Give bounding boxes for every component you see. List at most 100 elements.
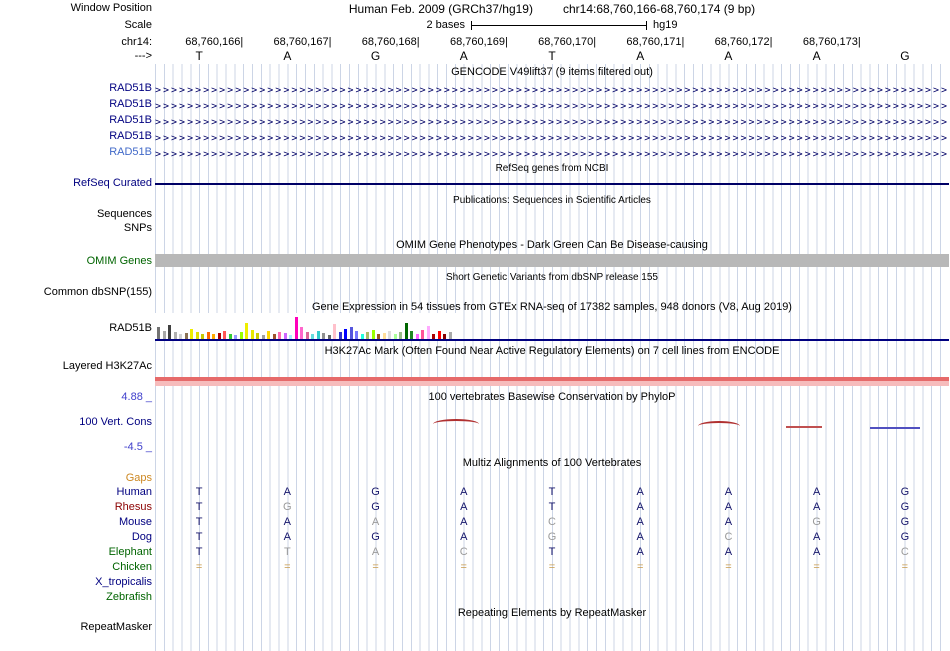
species-label-zebrafish[interactable]: Zebrafish — [106, 591, 152, 603]
alignment-base[interactable]: T — [195, 546, 203, 558]
alignment-base[interactable]: = — [548, 561, 556, 573]
alignment-base[interactable]: = — [725, 561, 732, 573]
gtex-tissue-bar[interactable] — [294, 317, 298, 339]
alignment-base[interactable]: T — [195, 516, 203, 528]
alignment-base[interactable]: A — [460, 516, 468, 528]
conservation-peak[interactable] — [433, 419, 479, 429]
gtex-tissue-bar[interactable] — [195, 332, 199, 339]
gtex-tissue-bar[interactable] — [360, 334, 364, 339]
alignment-base[interactable]: G — [900, 486, 910, 498]
gtex-tissue-bar[interactable] — [366, 332, 369, 339]
species-label-mouse[interactable]: Mouse — [118, 516, 152, 528]
gencode-item-label[interactable]: RAD51B — [109, 130, 152, 142]
gtex-tissue-bar[interactable] — [272, 334, 276, 339]
gtex-tissue-bar[interactable] — [432, 334, 435, 339]
gtex-tissue-bar[interactable] — [217, 333, 221, 339]
alignment-base[interactable]: A — [724, 486, 733, 498]
alignment-base[interactable]: = — [372, 561, 379, 573]
gtex-tissue-bar[interactable] — [267, 331, 270, 339]
conservation-peak[interactable] — [698, 421, 740, 431]
gencode-item-label[interactable]: RAD51B — [109, 82, 152, 94]
alignment-base[interactable]: A — [371, 546, 380, 558]
conservation-negative-segment[interactable] — [870, 427, 920, 429]
alignment-base[interactable]: A — [460, 501, 468, 513]
gtex-tissue-bar[interactable] — [344, 329, 347, 339]
gtex-tissue-bar[interactable] — [388, 331, 391, 339]
gtex-tissue-bar[interactable] — [311, 334, 314, 339]
alignment-base[interactable]: = — [195, 561, 203, 573]
alignment-base[interactable]: A — [371, 516, 380, 528]
gtex-bars[interactable] — [157, 317, 452, 339]
alignment-base[interactable]: T — [195, 531, 203, 543]
gtex-tissue-bar[interactable] — [437, 331, 441, 339]
refseq-curated-label[interactable]: RefSeq Curated — [73, 177, 152, 189]
gtex-tissue-bar[interactable] — [256, 333, 259, 339]
alignment-base[interactable]: A — [636, 486, 644, 498]
species-label-elephant[interactable]: Elephant — [108, 546, 152, 558]
gtex-tissue-bar[interactable] — [443, 334, 446, 339]
gtex-tissue-bar[interactable] — [300, 327, 303, 339]
alignment-base[interactable]: A — [460, 486, 468, 498]
alignment-base[interactable]: = — [813, 561, 820, 573]
snps-label[interactable]: SNPs — [123, 222, 152, 234]
gtex-tissue-bar[interactable] — [327, 335, 331, 339]
gtex-tissue-bar[interactable] — [228, 334, 232, 339]
alignment-base[interactable]: C — [724, 531, 733, 543]
gtex-tissue-bar[interactable] — [206, 332, 210, 339]
gtex-tissue-bar[interactable] — [190, 329, 193, 339]
common-dbsnp-label[interactable]: Common dbSNP(155) — [43, 286, 152, 298]
gtex-tissue-bar[interactable] — [157, 327, 160, 339]
alignment-base[interactable]: A — [283, 516, 291, 528]
gtex-tissue-bar[interactable] — [410, 331, 413, 339]
omim-genes-label[interactable]: OMIM Genes — [86, 255, 152, 267]
gtex-tissue-bar[interactable] — [415, 334, 419, 339]
alignment-base[interactable]: T — [548, 486, 556, 498]
layered-h3k27ac-label[interactable]: Layered H3K27Ac — [62, 360, 152, 372]
gene-structure-line[interactable]: >>>>>>>>>>>>>>>>>>>>>>>>>>>>>>>>>>>>>>>>… — [155, 117, 949, 128]
gtex-tissue-bar[interactable] — [448, 332, 452, 339]
gtex-tissue-bar[interactable] — [305, 332, 309, 339]
gene-structure-line[interactable]: >>>>>>>>>>>>>>>>>>>>>>>>>>>>>>>>>>>>>>>>… — [155, 133, 949, 144]
conservation-segment[interactable] — [786, 426, 822, 428]
alignment-base[interactable]: T — [548, 546, 556, 558]
alignment-base[interactable]: = — [901, 561, 909, 573]
gtex-tissue-bar[interactable] — [283, 333, 287, 339]
gtex-tissue-bar[interactable] — [322, 333, 325, 339]
gtex-tissue-bar[interactable] — [223, 331, 226, 339]
gene-structure-line[interactable]: >>>>>>>>>>>>>>>>>>>>>>>>>>>>>>>>>>>>>>>>… — [155, 149, 949, 160]
alignment-base[interactable]: G — [371, 486, 380, 498]
omim-gene-bar[interactable] — [155, 254, 949, 267]
gtex-tissue-bar[interactable] — [201, 334, 204, 339]
gtex-tissue-bar[interactable] — [316, 331, 320, 339]
alignment-base[interactable]: G — [812, 516, 821, 528]
alignment-base[interactable]: A — [636, 516, 644, 528]
alignment-base[interactable]: C — [548, 516, 556, 528]
gtex-gene-label[interactable]: RAD51B — [109, 322, 152, 334]
h3k27ac-signal-bar[interactable] — [155, 377, 949, 386]
species-label-rhesus[interactable]: Rhesus — [114, 501, 152, 513]
alignment-base[interactable]: A — [812, 546, 821, 558]
alignment-row-chicken[interactable]: = = = = = = = = = — [155, 561, 949, 574]
alignment-base[interactable]: A — [460, 531, 468, 543]
alignment-base[interactable]: T — [283, 546, 291, 558]
gtex-tissue-bar[interactable] — [404, 323, 408, 339]
gtex-tissue-bar[interactable] — [426, 326, 430, 339]
gtex-tissue-bar[interactable] — [382, 333, 386, 339]
gene-structure-line[interactable]: >>>>>>>>>>>>>>>>>>>>>>>>>>>>>>>>>>>>>>>>… — [155, 85, 949, 96]
gtex-tissue-bar[interactable] — [250, 330, 254, 339]
gtex-tissue-bar[interactable] — [168, 325, 171, 339]
gtex-tissue-bar[interactable] — [289, 335, 292, 339]
alignment-base[interactable]: A — [636, 531, 644, 543]
gtex-tissue-bar[interactable] — [173, 332, 177, 339]
gencode-item-label[interactable]: RAD51B — [109, 114, 152, 126]
gtex-tissue-bar[interactable] — [278, 332, 281, 339]
alignment-base[interactable]: C — [459, 546, 468, 558]
alignment-base[interactable]: G — [547, 531, 557, 543]
gtex-tissue-bar[interactable] — [261, 335, 265, 339]
alignment-base[interactable]: A — [283, 531, 291, 543]
alignment-base[interactable]: T — [548, 501, 556, 513]
